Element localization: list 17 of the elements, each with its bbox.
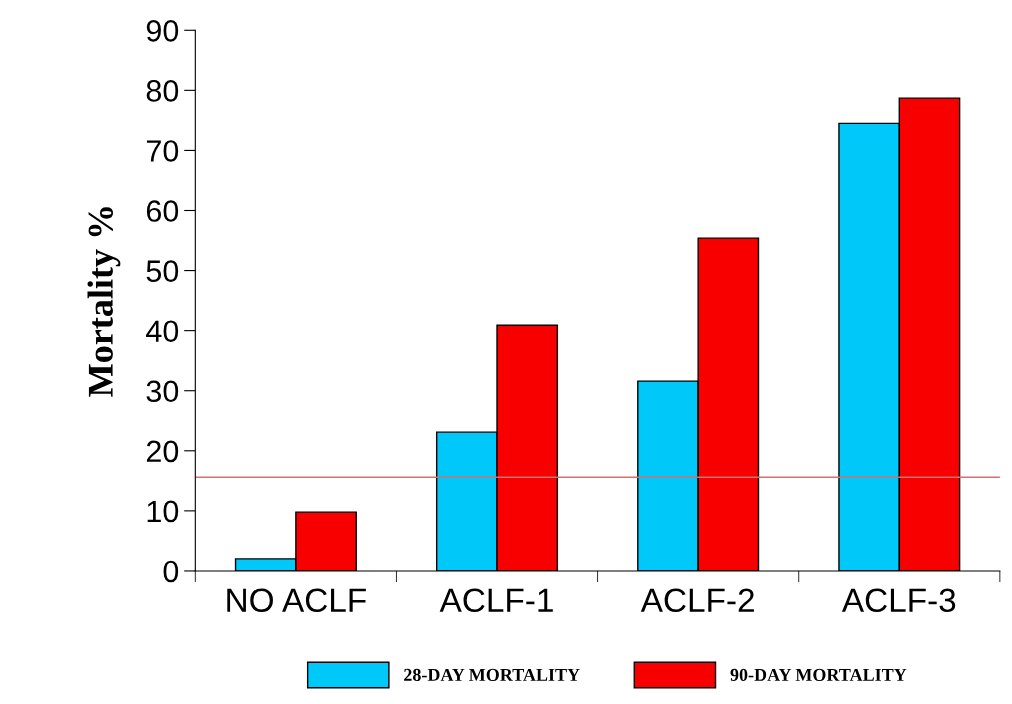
y-tick-label: 70	[146, 140, 179, 162]
x-tick-label: ACLF-2	[640, 588, 754, 613]
y-tick-label: 10	[147, 500, 179, 523]
y-tick-label: 80	[146, 80, 179, 102]
y-tick-label: 0	[163, 560, 179, 583]
y-tick-label: 30	[146, 380, 179, 403]
y-tick-label: 90	[146, 20, 179, 42]
x-tick-label: NO ACLF	[227, 588, 366, 613]
x-tick-label: ACLF-3	[841, 588, 956, 613]
y-axis-title: Mortality %	[87, 207, 121, 397]
x-tick-label: ACLF-1	[439, 588, 553, 613]
y-tick-label: 40	[146, 320, 179, 343]
legend-label: 90-DAY MORTALITY	[730, 668, 907, 681]
y-tick-label: 60	[146, 200, 179, 222]
legend-label: 28-DAY MORTALITY	[404, 668, 580, 681]
y-tick-label: 20	[146, 440, 179, 463]
y-tick-label: 50	[146, 260, 179, 282]
